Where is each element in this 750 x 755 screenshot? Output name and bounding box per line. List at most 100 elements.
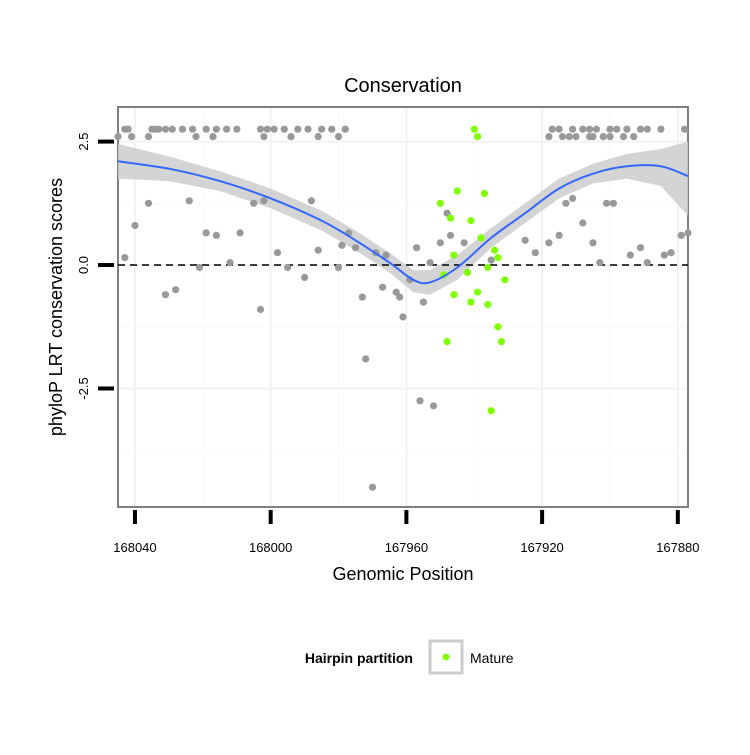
other-point-58 (172, 286, 180, 294)
other-point-91 (429, 402, 438, 410)
other-point-104 (603, 199, 611, 207)
other-point-45 (636, 125, 645, 133)
mature-point-15 (450, 291, 458, 299)
other-point-77 (358, 293, 366, 301)
mature-point-10 (477, 234, 485, 242)
other-point-55 (131, 221, 139, 230)
x-axis-label: Genomic Position (332, 564, 473, 584)
other-point-35 (572, 133, 580, 141)
other-point-19 (263, 125, 271, 133)
other-point-14 (209, 133, 217, 141)
mature-point-22 (487, 407, 495, 415)
other-point-43 (623, 125, 631, 133)
other-point-59 (185, 197, 193, 205)
points-layer (114, 125, 692, 491)
x-axis: 168040 168000 167960 167920 167880 (113, 510, 700, 555)
other-point-114 (562, 199, 570, 207)
other-point-29 (334, 133, 343, 141)
other-point-79 (368, 483, 377, 491)
chart-title: Conservation (344, 75, 462, 97)
other-point-32 (558, 133, 567, 141)
other-point-78 (362, 355, 370, 363)
other-point-13 (202, 125, 210, 133)
smooth-line (117, 160, 689, 285)
other-point-50 (565, 133, 573, 141)
other-point-10 (178, 125, 187, 133)
x-tick-label-0: 168040 (113, 540, 156, 555)
mature-point-17 (484, 300, 492, 309)
mature-point-7 (450, 251, 458, 259)
x-tick-label-1: 168000 (249, 540, 292, 555)
other-point-0 (114, 133, 122, 141)
y-axis: 2.5 0.0 -2.5 (76, 133, 114, 400)
other-point-40 (606, 125, 614, 133)
y-tick-label-0: 2.5 (76, 133, 91, 151)
other-point-87 (413, 244, 421, 252)
other-point-21 (260, 133, 268, 141)
other-point-26 (314, 133, 322, 141)
other-point-42 (619, 133, 628, 141)
mature-point-2 (436, 199, 444, 207)
other-point-53 (606, 133, 614, 141)
other-point-28 (328, 125, 336, 133)
y-axis-label: phyloP LRT conservation scores (46, 178, 66, 436)
other-point-67 (260, 197, 268, 205)
other-point-109 (660, 251, 668, 259)
other-point-97 (521, 236, 529, 244)
mature-point-14 (501, 276, 509, 284)
y-tick-label-1: 0.0 (76, 256, 91, 274)
other-point-100 (555, 231, 563, 239)
other-point-39 (599, 133, 607, 141)
other-point-11 (189, 125, 197, 133)
other-point-92 (436, 239, 444, 247)
mature-point-0 (470, 125, 478, 133)
other-point-30 (341, 125, 349, 133)
mature-point-19 (443, 338, 451, 346)
other-point-85 (396, 293, 404, 301)
other-point-66 (256, 305, 265, 314)
other-point-20 (270, 125, 278, 133)
other-point-48 (681, 125, 689, 133)
other-point-17 (233, 125, 241, 133)
other-point-15 (212, 125, 220, 133)
confidence-ribbon (118, 141, 688, 295)
other-point-16 (223, 125, 231, 133)
mature-point-18 (494, 323, 502, 331)
other-point-84 (399, 313, 407, 321)
other-point-95 (460, 239, 468, 247)
mature-point-4 (446, 214, 455, 222)
legend: Hairpin partition Mature (305, 639, 514, 675)
other-point-12 (192, 133, 200, 141)
other-point-51 (586, 133, 594, 141)
other-point-52 (586, 125, 594, 133)
other-point-23 (287, 133, 295, 141)
other-point-68 (273, 249, 282, 257)
other-point-88 (416, 397, 424, 405)
legend-key-mature (442, 653, 450, 661)
other-point-90 (426, 259, 434, 267)
mature-point-16 (474, 288, 482, 296)
other-point-105 (609, 199, 618, 207)
other-point-73 (334, 263, 343, 272)
other-point-113 (569, 194, 577, 202)
mature-point-1 (474, 133, 482, 141)
other-point-44 (630, 133, 638, 141)
confidence-ribbon-layer (118, 141, 688, 295)
other-point-111 (677, 231, 685, 239)
legend-title: Hairpin partition (305, 650, 413, 666)
mature-point-12 (491, 246, 499, 254)
other-point-46 (643, 125, 651, 133)
other-point-33 (555, 125, 563, 133)
other-point-56 (144, 199, 153, 207)
other-point-61 (212, 231, 220, 239)
other-point-96 (487, 256, 495, 264)
other-point-74 (338, 241, 346, 249)
other-point-65 (250, 199, 258, 207)
other-point-107 (636, 244, 645, 252)
y-tick-label-2: -2.5 (76, 377, 91, 399)
other-point-41 (613, 125, 621, 133)
other-point-8 (161, 125, 170, 133)
other-point-24 (294, 125, 302, 133)
